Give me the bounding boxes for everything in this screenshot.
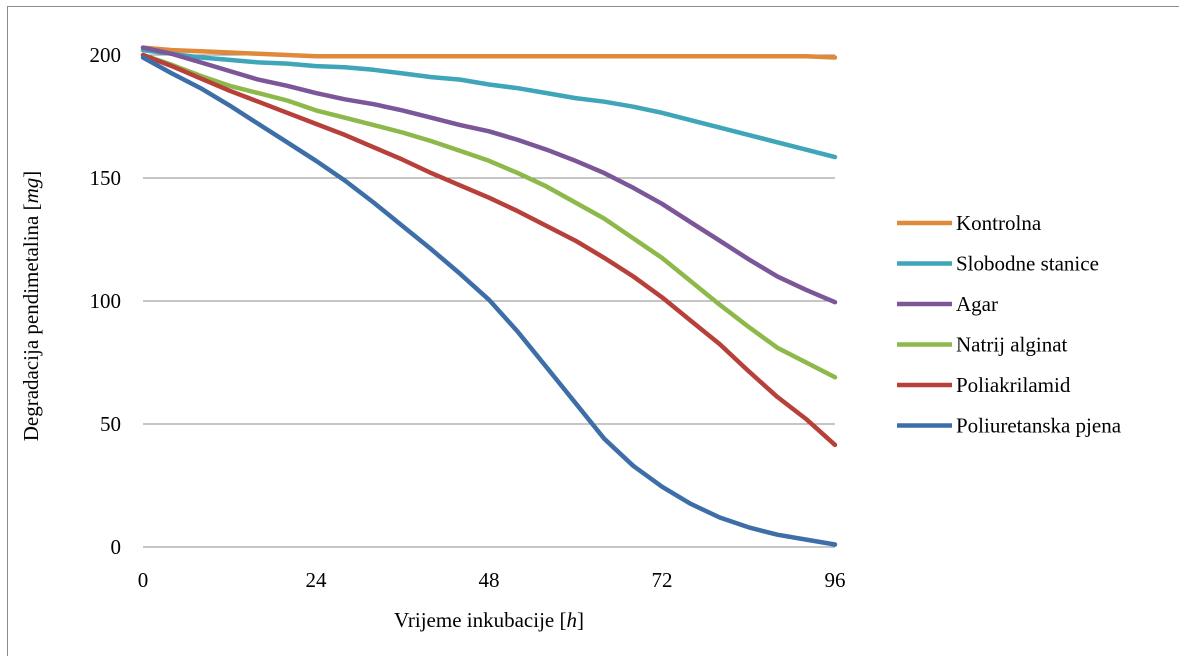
- legend-label-1: Slobodne stanice: [956, 252, 1099, 276]
- x-tick-label-24: 24: [306, 568, 328, 592]
- x-tick-label-0: 0: [138, 568, 149, 592]
- legend: Kontrolna Slobodne stanice Agar Natrij algi…: [897, 211, 1122, 438]
- legend-label-3: Natrij alginat: [956, 333, 1068, 357]
- series-line-1: [140, 47, 838, 160]
- series-line-3: [140, 52, 838, 380]
- x-tick-label-96: 96: [825, 568, 846, 592]
- x-axis-title: Vrijeme inkubacije [h]: [394, 608, 584, 632]
- x-tick-label-72: 72: [652, 568, 673, 592]
- y-axis-title: Degradacija pendimetalina [mg]: [19, 171, 43, 442]
- series-line-4: [140, 52, 838, 448]
- legend-label-2: Agar: [956, 292, 998, 316]
- legend-label-0: Kontrolna: [956, 211, 1042, 235]
- series-line-2: [140, 45, 838, 305]
- y-tick-labels: 0 50 100 150 200: [90, 43, 122, 559]
- x-tick-label-48: 48: [479, 568, 500, 592]
- legend-label-5: Poliuretanska pjena: [956, 414, 1122, 438]
- y-tick-label-100: 100: [90, 289, 122, 313]
- y-tick-label-150: 150: [90, 166, 122, 190]
- x-tick-labels: 0 24 48 72 96: [138, 568, 846, 592]
- y-tick-label-50: 50: [100, 412, 121, 436]
- y-tick-label-0: 0: [111, 535, 122, 559]
- chart-frame: [7, 6, 1179, 656]
- gridlines: [143, 54, 835, 425]
- y-tick-label-200: 200: [90, 43, 122, 67]
- series-line-5: [140, 55, 838, 547]
- series-lines: [140, 45, 838, 547]
- series-line-0: [140, 45, 838, 60]
- legend-label-4: Poliakrilamid: [956, 373, 1071, 397]
